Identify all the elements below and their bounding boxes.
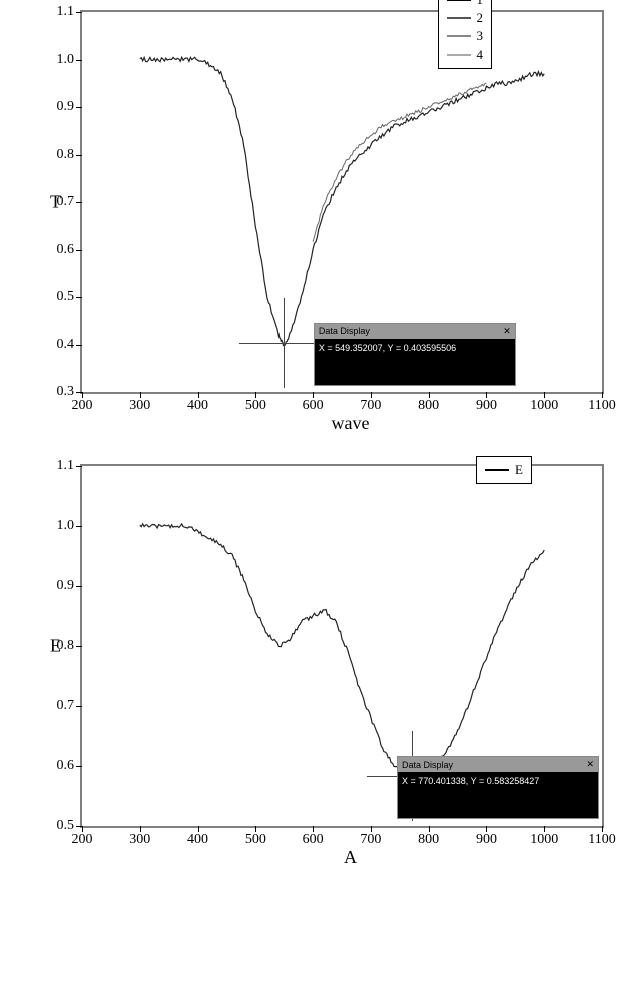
x-tick-label: 300 (129, 832, 150, 848)
x-tick-label: 1000 (530, 832, 558, 848)
y-tick-label: 0.6 (57, 758, 75, 774)
close-icon[interactable]: ✕ (503, 326, 511, 337)
chart-e-vs-a: E Data Display ✕ X = 770.401338, Y = 0.5… (80, 464, 621, 828)
x-tick-label: 600 (303, 398, 324, 414)
x-tick-label: 500 (245, 832, 266, 848)
x-tick-label: 1100 (588, 398, 615, 414)
legend-item: E (485, 461, 523, 479)
legend-label: E (515, 461, 523, 479)
x-tick-label: 1100 (588, 832, 615, 848)
legend: E (476, 456, 532, 484)
legend-label: 3 (477, 27, 484, 45)
y-tick-label: 0.4 (57, 337, 75, 353)
y-tick-label: 0.9 (57, 578, 75, 594)
y-tick-label: 1.0 (57, 518, 75, 534)
x-tick-label: 700 (360, 398, 381, 414)
data-display-title: Data Display (402, 760, 453, 770)
y-axis-label: E (50, 636, 61, 657)
data-display-panel[interactable]: Data Display ✕ X = 770.401338, Y = 0.583… (397, 756, 599, 819)
x-tick-label: 900 (476, 832, 497, 848)
x-tick-label: 600 (303, 832, 324, 848)
legend-label: 4 (477, 46, 484, 64)
data-display-value: X = 770.401338, Y = 0.583258427 (398, 772, 598, 818)
legend-item: 2 (447, 9, 484, 27)
x-tick-label: 800 (418, 398, 439, 414)
legend-item: 3 (447, 27, 484, 45)
x-tick-label: 300 (129, 398, 150, 414)
y-tick-label: 0.6 (57, 242, 75, 258)
x-tick-label: 800 (418, 832, 439, 848)
y-tick-label: 1.0 (57, 52, 75, 68)
x-axis-label: A (344, 847, 357, 868)
data-display-value: X = 549.352007, Y = 0.403595506 (315, 339, 515, 385)
data-display-panel[interactable]: Data Display ✕ X = 549.352007, Y = 0.403… (314, 323, 516, 386)
data-display-header: Data Display ✕ (315, 324, 515, 339)
x-tick-label: 500 (245, 398, 266, 414)
x-axis-label: wave (332, 413, 370, 434)
legend: 1 2 3 4 (438, 0, 493, 69)
y-tick-label: 0.7 (57, 698, 75, 714)
x-tick-label: 200 (72, 832, 93, 848)
legend-item: 4 (447, 46, 484, 64)
y-tick-label: 0.8 (57, 147, 75, 163)
x-tick-label: 700 (360, 832, 381, 848)
x-tick-label: 400 (187, 832, 208, 848)
x-tick-label: 200 (72, 398, 93, 414)
data-display-header: Data Display ✕ (398, 757, 598, 772)
y-tick-label: 0.9 (57, 99, 75, 115)
x-tick-label: 900 (476, 398, 497, 414)
chart-t-vs-wave: 1 2 3 4 Data Display ✕ X = 549.352007, Y… (80, 10, 621, 394)
legend-label: 2 (477, 9, 484, 27)
y-tick-label: 0.5 (57, 289, 75, 305)
x-tick-label: 1000 (530, 398, 558, 414)
x-tick-label: 400 (187, 398, 208, 414)
y-axis-label: T (50, 192, 61, 213)
legend-label: 1 (477, 0, 484, 9)
y-tick-label: 1.1 (57, 4, 75, 20)
y-tick-label: 1.1 (57, 458, 75, 474)
legend-item: 1 (447, 0, 484, 9)
data-display-title: Data Display (319, 326, 370, 336)
close-icon[interactable]: ✕ (586, 759, 594, 770)
